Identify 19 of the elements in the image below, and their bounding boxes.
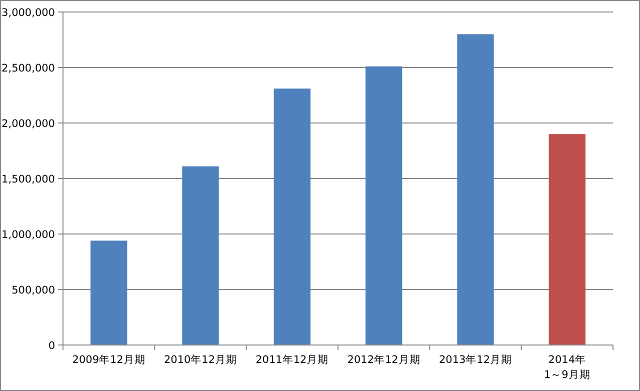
bar	[274, 88, 310, 345]
y-tick-label: 0	[48, 340, 55, 352]
x-tick-label: 2009年12月期	[72, 354, 146, 366]
y-tick-label: 1,500,000	[2, 174, 55, 186]
bar	[90, 240, 128, 345]
bar	[548, 134, 586, 345]
x-tick-label: 2012年12月期	[347, 354, 420, 366]
bar	[366, 66, 402, 345]
x-tick-label: 2010年12月期	[164, 354, 238, 366]
x-tick-label: 2011年12月期	[256, 354, 329, 366]
y-tick-label: 2,000,000	[2, 118, 55, 130]
y-tick-label: 1,000,000	[2, 229, 55, 241]
y-tick-label: 3,000,000	[2, 7, 55, 19]
bar	[182, 166, 219, 345]
bar	[457, 34, 494, 345]
y-tick-label: 500,000	[12, 284, 55, 296]
x-tick-label: 2014年 1～9月期	[544, 354, 590, 381]
x-tick-label: 2013年12月期	[438, 354, 512, 366]
y-tick-label: 2,500,000	[2, 62, 55, 74]
